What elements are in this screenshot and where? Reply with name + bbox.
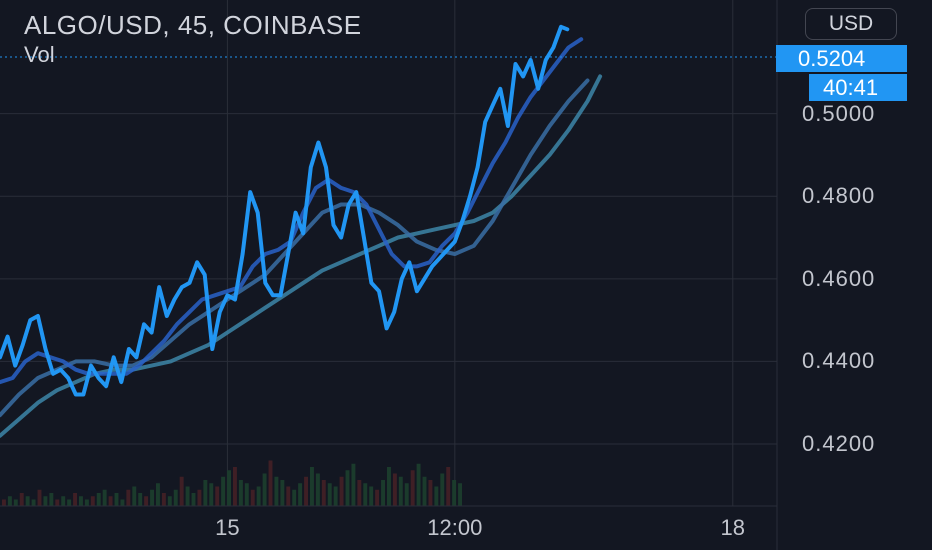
volume-bar <box>268 460 273 506</box>
volume-bar <box>434 486 439 506</box>
x-tick-label: 15 <box>215 515 240 540</box>
y-tick-label: 0.4400 <box>802 348 876 374</box>
volume-bar <box>161 493 166 506</box>
volume-bar <box>7 496 12 506</box>
volume-bar <box>185 486 190 506</box>
volume-bar <box>102 489 107 506</box>
volume-bar <box>256 486 261 506</box>
volume-bar <box>310 467 314 506</box>
volume-bar <box>458 483 462 506</box>
volume-bar <box>79 496 83 506</box>
volume-bar <box>197 489 202 506</box>
volume-histogram <box>2 460 462 506</box>
volume-bar <box>144 496 149 506</box>
volume-bar <box>333 486 338 506</box>
volume-bar <box>173 489 178 506</box>
volume-bar <box>250 489 255 506</box>
volume-bar <box>156 483 160 506</box>
y-tick-label: 0.4600 <box>802 265 876 291</box>
volume-bar <box>375 489 380 506</box>
volume-bar <box>339 476 344 506</box>
volume-bar <box>31 499 36 506</box>
volume-bar <box>351 463 356 506</box>
volume-bar <box>73 493 77 506</box>
volume-bar <box>114 493 119 506</box>
x-tick-label: 12:00 <box>427 515 483 540</box>
volume-label: Vol <box>24 42 55 67</box>
series-lines <box>0 24 603 438</box>
volume-bar <box>280 480 285 506</box>
volume-bar <box>25 496 30 506</box>
bar-countdown-tag: 40:41 <box>809 74 907 101</box>
volume-bar <box>150 489 154 506</box>
volume-bar <box>84 499 89 506</box>
volume-bar <box>209 483 214 506</box>
volume-bar <box>179 476 184 506</box>
volume-bar <box>440 473 445 506</box>
volume-bar <box>238 480 243 506</box>
volume-bar <box>422 476 427 506</box>
volume-bar <box>55 499 60 506</box>
volume-bar <box>392 473 397 506</box>
volume-bar <box>126 489 131 506</box>
volume-bar <box>120 499 125 506</box>
volume-bar <box>191 493 196 506</box>
volume-bar <box>61 496 66 506</box>
volume-bar <box>274 476 279 506</box>
volume-bar <box>387 467 391 506</box>
volume-bar <box>345 470 350 506</box>
symbol-title: ALGO/USD, 45, COINBASE <box>24 10 362 40</box>
volume-bar <box>49 493 54 506</box>
volume-bar <box>233 467 237 506</box>
volume-bar <box>428 480 433 506</box>
y-tick-label: 0.5000 <box>802 100 876 126</box>
volume-bar <box>37 489 42 506</box>
volume-bar <box>67 499 72 506</box>
volume-bar <box>167 496 172 506</box>
volume-bar <box>19 493 24 506</box>
volume-bar <box>262 473 267 506</box>
volume-bar <box>221 476 226 506</box>
volume-bar <box>90 496 95 506</box>
currency-button[interactable]: USD <box>805 8 897 40</box>
volume-bar <box>321 480 326 506</box>
x-tick-label: 18 <box>720 515 746 540</box>
volume-bar <box>410 470 415 506</box>
volume-bar <box>298 483 303 506</box>
last-price-tag: 0.5204 <box>776 45 907 72</box>
y-tick-label: 0.4800 <box>802 183 876 209</box>
volume-bar <box>227 470 231 506</box>
volume-bar <box>404 483 409 506</box>
volume-bar <box>215 486 220 506</box>
volume-bar <box>138 493 143 506</box>
volume-bar <box>13 499 18 506</box>
volume-bar <box>327 483 332 506</box>
volume-bar <box>357 480 362 506</box>
volume-bar <box>292 489 297 506</box>
volume-bar <box>2 499 6 506</box>
volume-bar <box>363 483 368 506</box>
volume-bar <box>315 473 320 506</box>
volume-bar <box>416 463 421 506</box>
volume-bar <box>398 476 403 506</box>
y-tick-label: 0.4200 <box>802 431 876 457</box>
volume-bar <box>203 480 208 506</box>
grid-lines <box>0 0 777 506</box>
series-line-ma-mid <box>0 78 590 418</box>
volume-bar <box>43 496 48 506</box>
series-line-price <box>0 24 570 397</box>
volume-bar <box>369 486 374 506</box>
volume-bar <box>381 480 385 506</box>
volume-bar <box>108 496 113 506</box>
volume-bar <box>446 467 451 506</box>
volume-bar <box>132 486 137 506</box>
volume-bar <box>244 483 249 506</box>
volume-bar <box>304 476 308 506</box>
volume-bar <box>286 486 291 506</box>
volume-bar <box>452 480 457 506</box>
volume-bar <box>96 493 101 506</box>
